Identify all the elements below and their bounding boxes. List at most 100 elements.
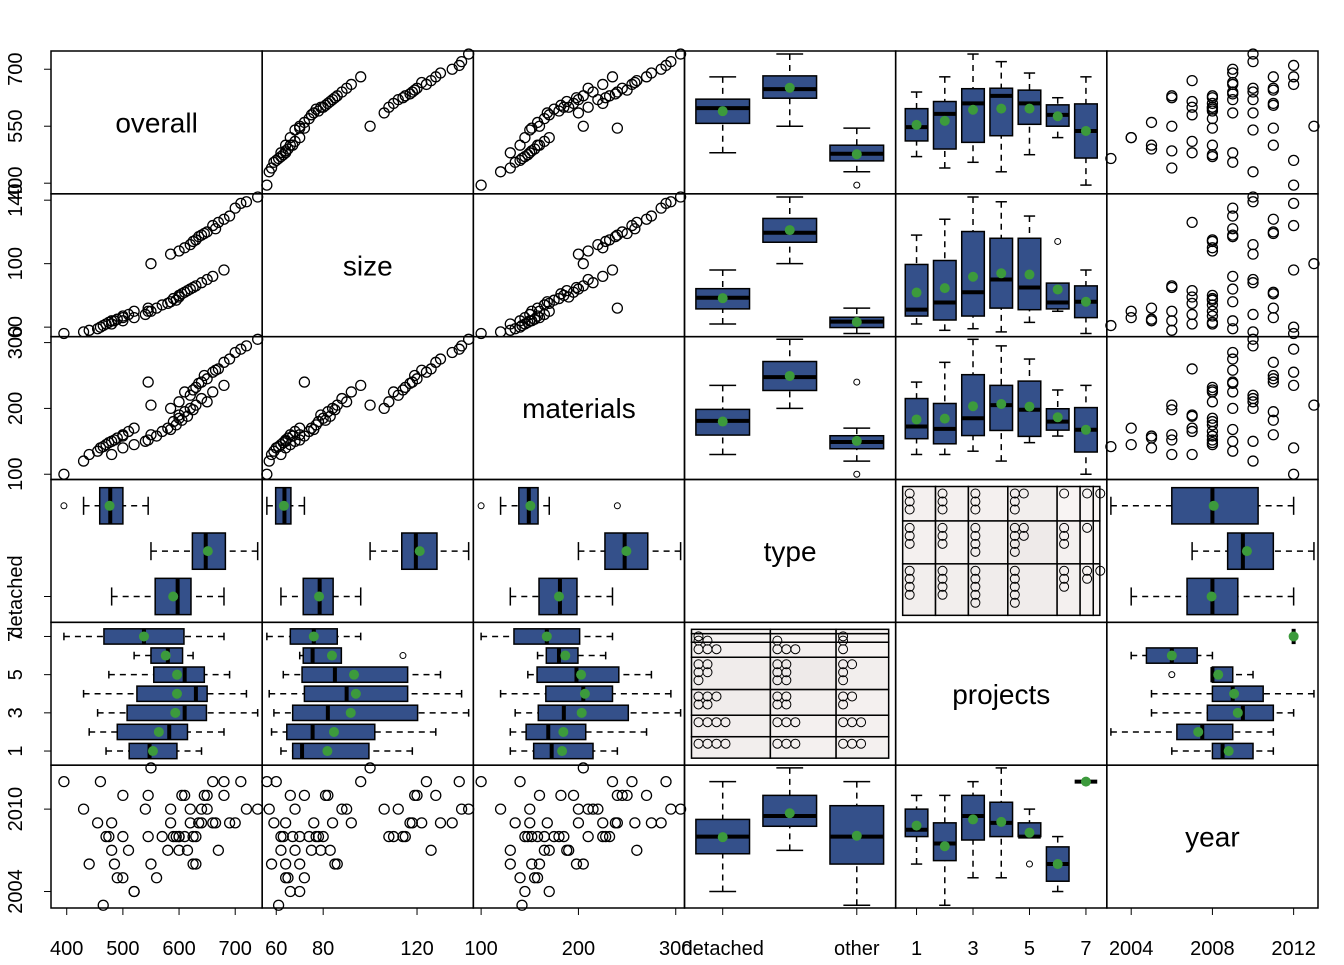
y-tick-label: 700	[5, 53, 27, 86]
mosaic-point	[702, 659, 713, 670]
scatter-point	[434, 353, 447, 365]
scatter-point	[387, 97, 400, 110]
panel	[261, 335, 475, 481]
scatter-point	[193, 817, 205, 829]
mosaic-point	[970, 589, 981, 600]
scatter-point	[331, 858, 343, 870]
scatter-point	[1145, 143, 1158, 155]
scatter-point	[1267, 414, 1279, 426]
scatter-point	[201, 803, 213, 815]
mosaic-point	[1059, 538, 1070, 549]
mosaic-point	[1095, 488, 1106, 499]
mosaic-point	[711, 691, 722, 702]
scatter-point	[122, 844, 135, 856]
scatter-point	[397, 384, 409, 396]
scatter-point	[176, 288, 188, 300]
scatter-point	[117, 430, 129, 442]
scatter-point	[298, 376, 311, 388]
mosaic-point	[1009, 504, 1020, 515]
scatter-point	[609, 817, 622, 829]
scatter-point	[660, 197, 672, 210]
scatter-point	[111, 432, 123, 444]
mean-point	[560, 650, 571, 661]
scatter-point	[164, 248, 177, 260]
scatter-point	[195, 277, 208, 289]
scatter-point	[139, 803, 152, 815]
scatter-point	[577, 858, 589, 870]
scatter-point	[1308, 258, 1320, 270]
scatter-point	[218, 213, 230, 225]
mosaic-cell	[690, 628, 772, 635]
scatter-point	[1247, 124, 1259, 136]
mean-point	[939, 841, 950, 852]
y-tick-label: 7	[5, 631, 27, 642]
scatter-point	[572, 803, 585, 815]
scatter-point	[509, 323, 521, 335]
scatter-point	[223, 817, 236, 829]
scatter-point	[170, 294, 182, 306]
scatter-point	[543, 844, 555, 856]
scatter-point	[1125, 305, 1137, 317]
scatter-point	[446, 346, 458, 359]
scatter-point	[103, 830, 115, 843]
scatter-point	[1287, 321, 1300, 333]
mean-point	[1024, 401, 1035, 412]
scatter-point	[364, 120, 376, 132]
scatter-point	[1227, 156, 1239, 168]
scatter-point	[582, 830, 594, 843]
scatter-point	[145, 399, 157, 411]
scatter-point	[1247, 389, 1259, 401]
scatter-point	[1227, 107, 1239, 119]
scatter-point	[181, 284, 194, 297]
scatter-point	[294, 422, 306, 434]
mosaic-cell	[934, 485, 970, 522]
scatter-point	[340, 82, 353, 94]
scatter-point	[128, 305, 140, 317]
scatter-point	[597, 242, 609, 254]
scatter-point	[563, 291, 575, 303]
scatter-point	[1186, 425, 1198, 438]
scatter-point	[597, 97, 609, 110]
mean-point	[968, 271, 979, 282]
x-tick-label: 500	[106, 938, 139, 960]
scatter-point	[128, 438, 140, 451]
scatter-point	[1206, 97, 1219, 110]
outlier	[1054, 237, 1062, 245]
scatter-point	[1206, 412, 1219, 424]
scatter-point	[298, 872, 311, 884]
mosaic-point	[1059, 522, 1070, 533]
scatter-point	[1186, 284, 1198, 297]
scatter-point	[1125, 422, 1137, 434]
mosaic-point	[970, 573, 981, 584]
mosaic-point	[856, 717, 867, 728]
scatter-point	[561, 284, 573, 297]
scatter-point	[117, 315, 129, 327]
scatter-point	[519, 131, 531, 144]
outlier	[613, 502, 621, 510]
mean-point	[579, 688, 590, 699]
scatter-point	[577, 120, 589, 132]
scatter-point	[629, 76, 641, 89]
scatter-point	[597, 830, 609, 843]
mean-point	[138, 631, 149, 642]
scatter-point	[1186, 147, 1198, 159]
mean-point	[717, 293, 728, 304]
scatter-point	[455, 803, 468, 815]
scatter-point	[1227, 283, 1239, 295]
scatter-point	[1227, 445, 1239, 457]
scatter-point	[1227, 231, 1239, 243]
scatter-point	[1247, 93, 1259, 106]
mean-point	[1232, 707, 1243, 718]
y-tick-label: 5	[5, 669, 27, 680]
mosaic-point	[970, 565, 981, 576]
scatter-point	[111, 872, 123, 884]
scatter-point	[494, 803, 507, 815]
mosaic-point	[838, 631, 849, 642]
mean-point	[784, 808, 795, 819]
mosaic-cell	[967, 485, 1009, 522]
mosaic-point	[1059, 581, 1070, 592]
scatter-point	[117, 789, 129, 802]
scatter-point	[279, 872, 292, 884]
scatter-point	[277, 830, 289, 843]
mean-point	[1052, 111, 1063, 122]
